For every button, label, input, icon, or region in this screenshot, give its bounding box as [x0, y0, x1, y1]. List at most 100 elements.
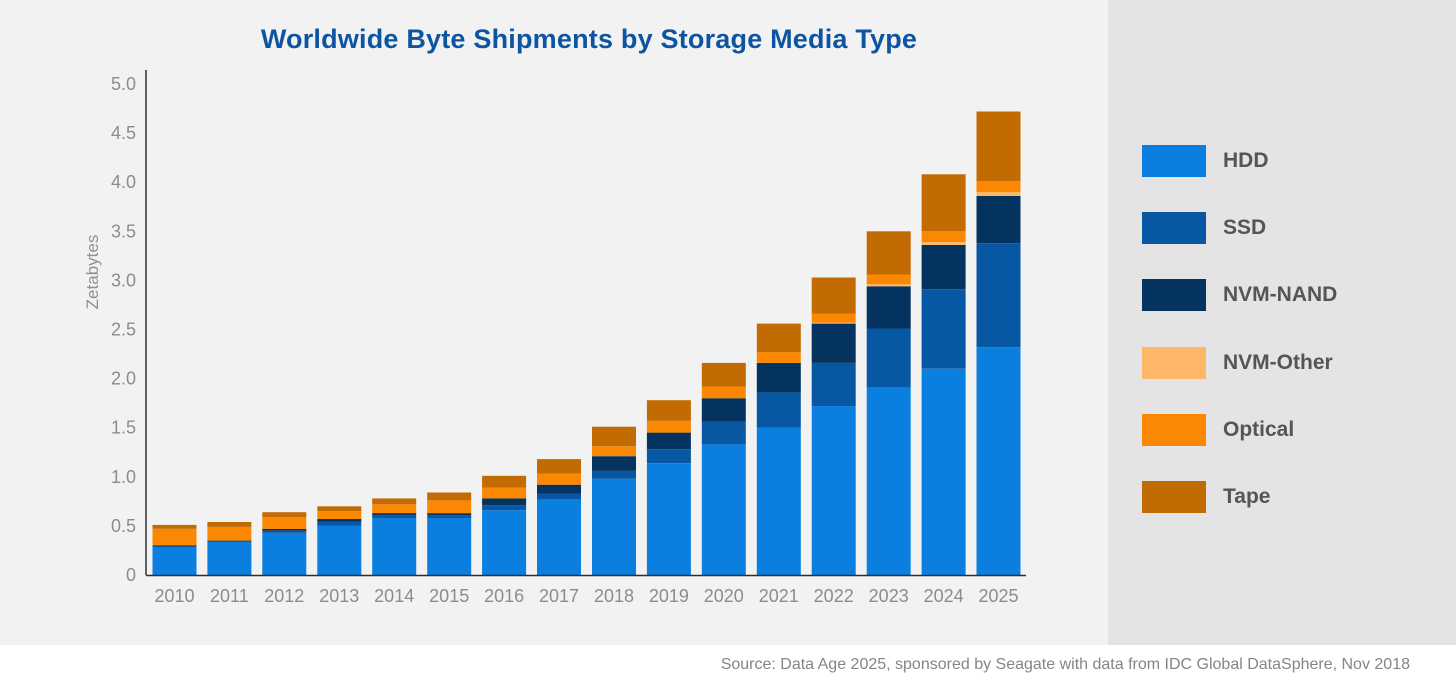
x-tick-label: 2012: [264, 586, 304, 606]
bar-segment-optical-2016: [482, 487, 527, 499]
bar-segment-hdd-2019: [646, 463, 691, 575]
legend-item-hdd: HDD: [1142, 145, 1269, 177]
y-tick-label: 5.0: [111, 74, 136, 94]
legend-label: NVM-NAND: [1223, 283, 1338, 307]
y-tick-label: 1.0: [111, 467, 136, 487]
y-tick-label: 4.5: [111, 123, 136, 143]
legend-item-nvm-other: NVM-Other: [1142, 346, 1333, 379]
bar-segment-hdd-2023: [866, 387, 911, 575]
bar-segment-optical-2015: [427, 500, 472, 514]
legend-swatch: [1142, 279, 1206, 312]
x-tick-label: 2011: [210, 586, 249, 606]
bar-segment-tape-2022: [811, 277, 856, 314]
y-tick-label: 2.5: [111, 320, 136, 340]
legend-label: Optical: [1223, 417, 1295, 441]
legend-item-ssd: SSD: [1142, 212, 1267, 245]
bar-segment-hdd-2012: [262, 532, 307, 575]
bar-segment-ssd-2013: [317, 522, 362, 526]
bar-segment-nvm-nand-2020: [701, 398, 746, 422]
legend-panel: [1108, 0, 1456, 645]
bar-segment-optical-2021: [756, 352, 801, 363]
x-axis-labels: 2010 2011 2012 2013 2014 2015 2016 2017 2018 2019…: [154, 586, 1018, 606]
bar-segment-optical-2022: [811, 313, 856, 323]
bars: [152, 111, 1021, 575]
bar-segment-nvm-nand-2011: [207, 540, 252, 542]
bar-segment-ssd-2023: [866, 328, 911, 388]
bar-segment-nvm-nand-2024: [921, 245, 966, 290]
bar-segment-ssd-2024: [921, 289, 966, 369]
y-axis-ticks: 0 0.5 1.0 1.5 2.0 2.5 3.0 3.5 4.0 4.5 5.0: [111, 74, 136, 585]
bar-segment-nvm-nand-2021: [756, 362, 801, 393]
legend-item-optical: Optical: [1142, 413, 1295, 446]
bar-segment-tape-2021: [756, 323, 801, 353]
bar-segment-optical-2012: [262, 517, 307, 529]
legend-swatch: [1142, 413, 1206, 446]
x-tick-label: 2013: [319, 586, 359, 606]
bar-segment-nvm-nand-2014: [372, 513, 417, 516]
legend-label: NVM-Other: [1223, 350, 1333, 374]
x-tick-label: 2023: [869, 586, 909, 606]
y-tick-label: 3.5: [111, 221, 136, 241]
bar-segment-optical-2018: [592, 446, 636, 457]
x-tick-label: 2014: [374, 586, 414, 606]
bar-segment-hdd-2011: [207, 541, 252, 575]
axes: [145, 70, 1026, 577]
bar-segment-hdd-2024: [921, 368, 966, 575]
bar-segment-ssd-2017: [537, 493, 581, 500]
bar-segment-ssd-2021: [756, 392, 801, 428]
bar-segment-optical-2025: [976, 181, 1021, 192]
chart-title: Worldwide Byte Shipments by Storage Medi…: [260, 24, 918, 54]
bar-segment-optical-2020: [701, 386, 746, 399]
bar-segment-tape-2024: [921, 174, 966, 232]
legend-label: Tape: [1223, 485, 1271, 508]
bar-segment-hdd-2025: [976, 347, 1021, 575]
x-tick-label: 2022: [814, 586, 854, 606]
x-tick-label: 2020: [704, 586, 744, 606]
bar-segment-nvm-nand-2010: [152, 545, 197, 547]
legend-swatch: [1142, 212, 1206, 245]
y-tick-label: 0.5: [111, 516, 136, 536]
y-tick-label: 0: [126, 565, 136, 585]
y-tick-label: 1.5: [111, 418, 136, 438]
bar-segment-hdd-2016: [482, 510, 527, 575]
bar-segment-hdd-2013: [317, 525, 362, 575]
legend-label: SSD: [1223, 216, 1267, 240]
bar-segment-nvm-nand-2013: [317, 519, 362, 522]
bar-segment-hdd-2015: [427, 518, 472, 575]
bar-segment-ssd-2012: [262, 530, 307, 533]
bar-segment-tape-2016: [482, 475, 527, 488]
bar-segment-optical-2014: [372, 504, 417, 514]
bar-segment-tape-2012: [262, 512, 307, 518]
bar-segment-ssd-2025: [976, 243, 1021, 348]
bar-segment-ssd-2016: [482, 505, 527, 511]
legend-swatch: [1142, 145, 1206, 177]
x-tick-label: 2015: [429, 586, 469, 606]
bar-segment-tape-2019: [646, 400, 691, 421]
bar-segment-tape-2013: [317, 506, 362, 512]
bar-segment-tape-2020: [701, 362, 746, 387]
bar-segment-optical-2024: [921, 231, 966, 243]
x-tick-label: 2017: [539, 586, 579, 606]
bar-segment-optical-2011: [207, 526, 252, 541]
bar-segment-tape-2018: [592, 426, 636, 447]
legend-item-nvm-nand: NVM-NAND: [1142, 279, 1338, 312]
bar-segment-hdd-2010: [152, 546, 197, 575]
x-tick-label: 2010: [154, 586, 194, 606]
bar-segment-nvm-nand-2017: [537, 484, 581, 494]
x-tick-label: 2025: [978, 586, 1018, 606]
bar-segment-tape-2015: [427, 492, 472, 501]
bar-segment-hdd-2014: [372, 518, 417, 575]
bar-segment-optical-2010: [152, 528, 197, 546]
bar-segment-tape-2014: [372, 498, 417, 505]
bar-segment-tape-2017: [537, 459, 581, 474]
bar-segment-tape-2011: [207, 522, 252, 527]
bar-segment-ssd-2022: [811, 362, 856, 407]
bar-segment-hdd-2018: [592, 478, 636, 575]
source-note: Source: Data Age 2025, sponsored by Seag…: [720, 656, 1410, 673]
bar-segment-optical-2013: [317, 511, 362, 520]
legend-swatch: [1142, 481, 1206, 513]
bar-segment-tape-2025: [976, 111, 1021, 182]
bar-segment-hdd-2020: [701, 444, 746, 575]
bar-segment-nvm-nand-2012: [262, 528, 307, 531]
y-tick-label: 4.0: [111, 172, 136, 192]
